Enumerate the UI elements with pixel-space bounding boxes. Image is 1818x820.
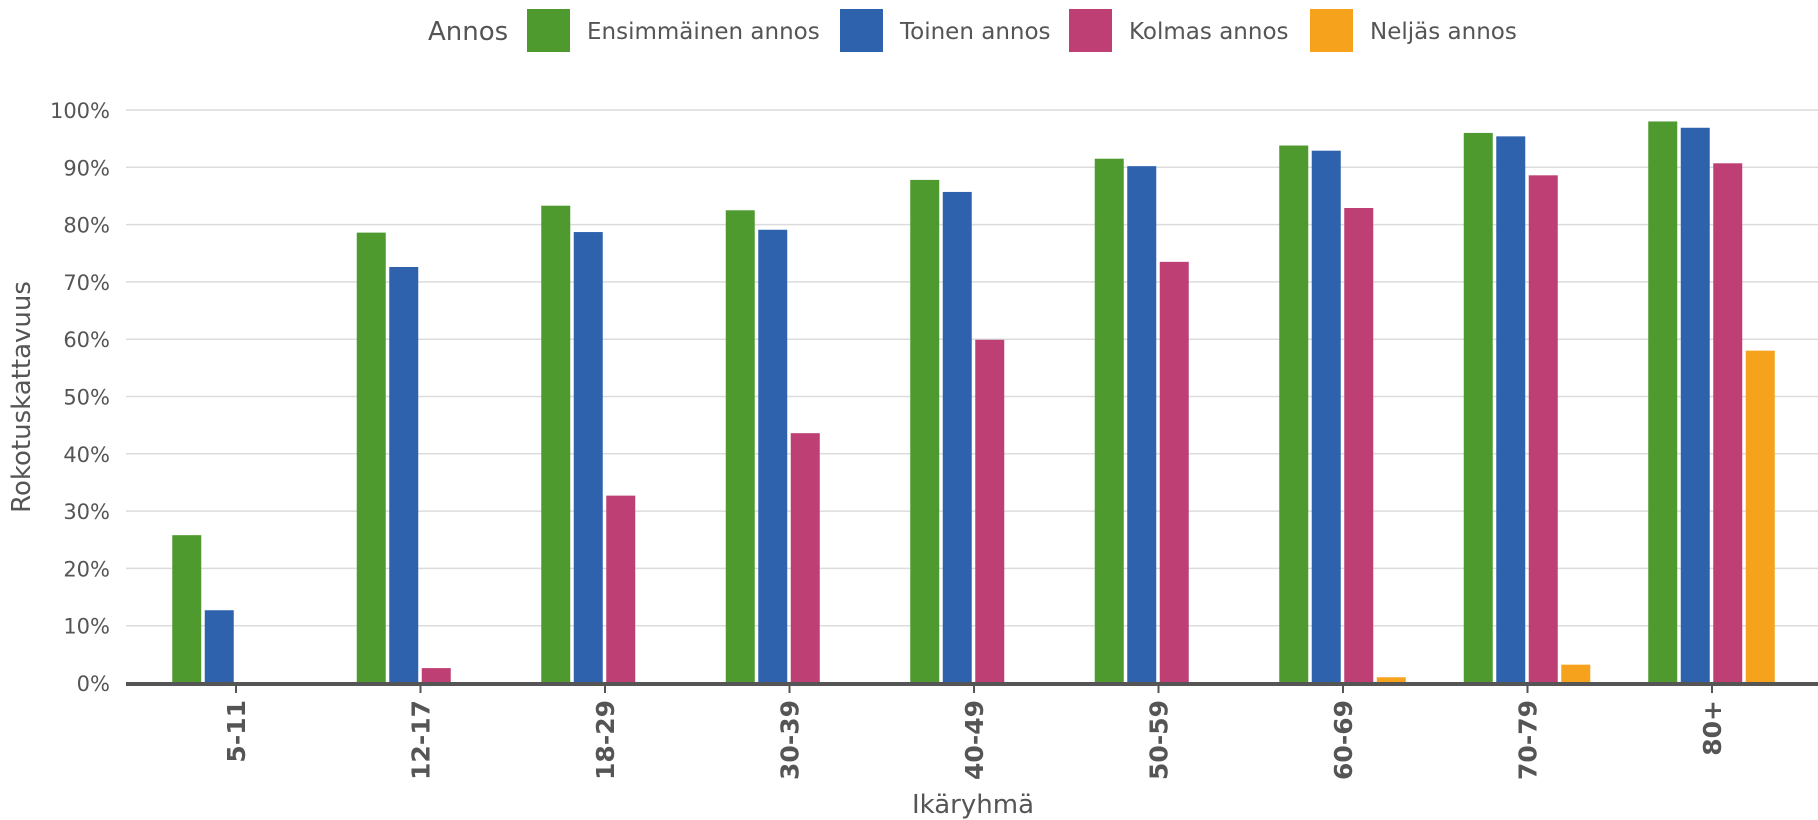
- y-tick-label: 60%: [63, 328, 110, 352]
- x-tick-label: 50-59: [1145, 700, 1174, 780]
- legend-swatch: [840, 9, 883, 52]
- y-tick-label: 100%: [50, 99, 110, 123]
- x-tick-label: 30-39: [776, 700, 805, 780]
- y-tick-label: 90%: [63, 156, 110, 180]
- bar: [758, 229, 788, 683]
- y-tick-label: 80%: [63, 214, 110, 238]
- bar: [1745, 350, 1775, 683]
- bar: [389, 267, 419, 683]
- bar: [356, 232, 386, 683]
- x-tick-label: 5-11: [222, 700, 251, 763]
- bar: [1648, 121, 1678, 683]
- bar: [1344, 207, 1374, 683]
- x-axis-title: Ikäryhmä: [912, 790, 1034, 820]
- y-tick-label: 50%: [63, 386, 110, 410]
- legend: Annos Ensimmäinen annos Toinen annos Kolma…: [428, 9, 1517, 52]
- bar: [1496, 136, 1526, 683]
- bar: [204, 610, 234, 683]
- y-tick-label: 40%: [63, 443, 110, 467]
- legend-label: Ensimmäinen annos: [587, 19, 820, 45]
- legend-swatch: [527, 9, 570, 52]
- legend-label: Neljäs annos: [1370, 19, 1517, 45]
- bar: [1159, 261, 1189, 683]
- x-tick-label: 40-49: [960, 700, 989, 780]
- bar: [975, 339, 1005, 683]
- bar: [1376, 677, 1406, 683]
- legend-label: Toinen annos: [899, 19, 1051, 45]
- bar: [421, 668, 451, 683]
- bar: [1680, 127, 1710, 683]
- x-tick-label: 12-17: [407, 700, 436, 780]
- bar: [790, 433, 820, 683]
- bar: [1311, 150, 1341, 684]
- y-tick-label: 10%: [63, 615, 110, 639]
- y-axis-ticks: 0% 10% 20% 30% 40% 50% 60% 70% 80% 90% 100%: [50, 99, 110, 696]
- legend-label: Kolmas annos: [1129, 19, 1289, 45]
- bar: [541, 205, 571, 684]
- bar: [1127, 166, 1157, 684]
- bar: [1561, 664, 1591, 683]
- bar: [606, 495, 636, 683]
- bar: [1094, 158, 1124, 683]
- bar: [1279, 145, 1309, 683]
- y-tick-label: 20%: [63, 557, 110, 581]
- bar: [172, 535, 202, 683]
- y-axis-title: Rokotuskattavuus: [7, 281, 37, 513]
- x-axis: 5-11 12-17 18-29 30-39 40-49 50-59 60-69 70-79 8…: [126, 682, 1818, 780]
- bar: [1713, 163, 1743, 683]
- y-tick-label: 30%: [63, 500, 110, 524]
- legend-title: Annos: [428, 17, 508, 47]
- bar: [573, 232, 603, 683]
- legend-swatch: [1310, 9, 1353, 52]
- x-tick-label: 70-79: [1514, 700, 1543, 780]
- bar: [725, 210, 755, 683]
- bar: [1528, 175, 1558, 683]
- bar: [942, 191, 972, 683]
- bar: [1463, 132, 1493, 684]
- x-tick-label: 60-69: [1329, 700, 1358, 780]
- y-tick-label: 70%: [63, 271, 110, 295]
- bars: [172, 121, 1775, 684]
- bar: [910, 179, 940, 683]
- x-tick-label: 80+: [1698, 700, 1727, 756]
- x-tick-label: 18-29: [591, 700, 620, 780]
- y-tick-label: 0%: [77, 672, 110, 696]
- legend-swatch: [1069, 9, 1112, 52]
